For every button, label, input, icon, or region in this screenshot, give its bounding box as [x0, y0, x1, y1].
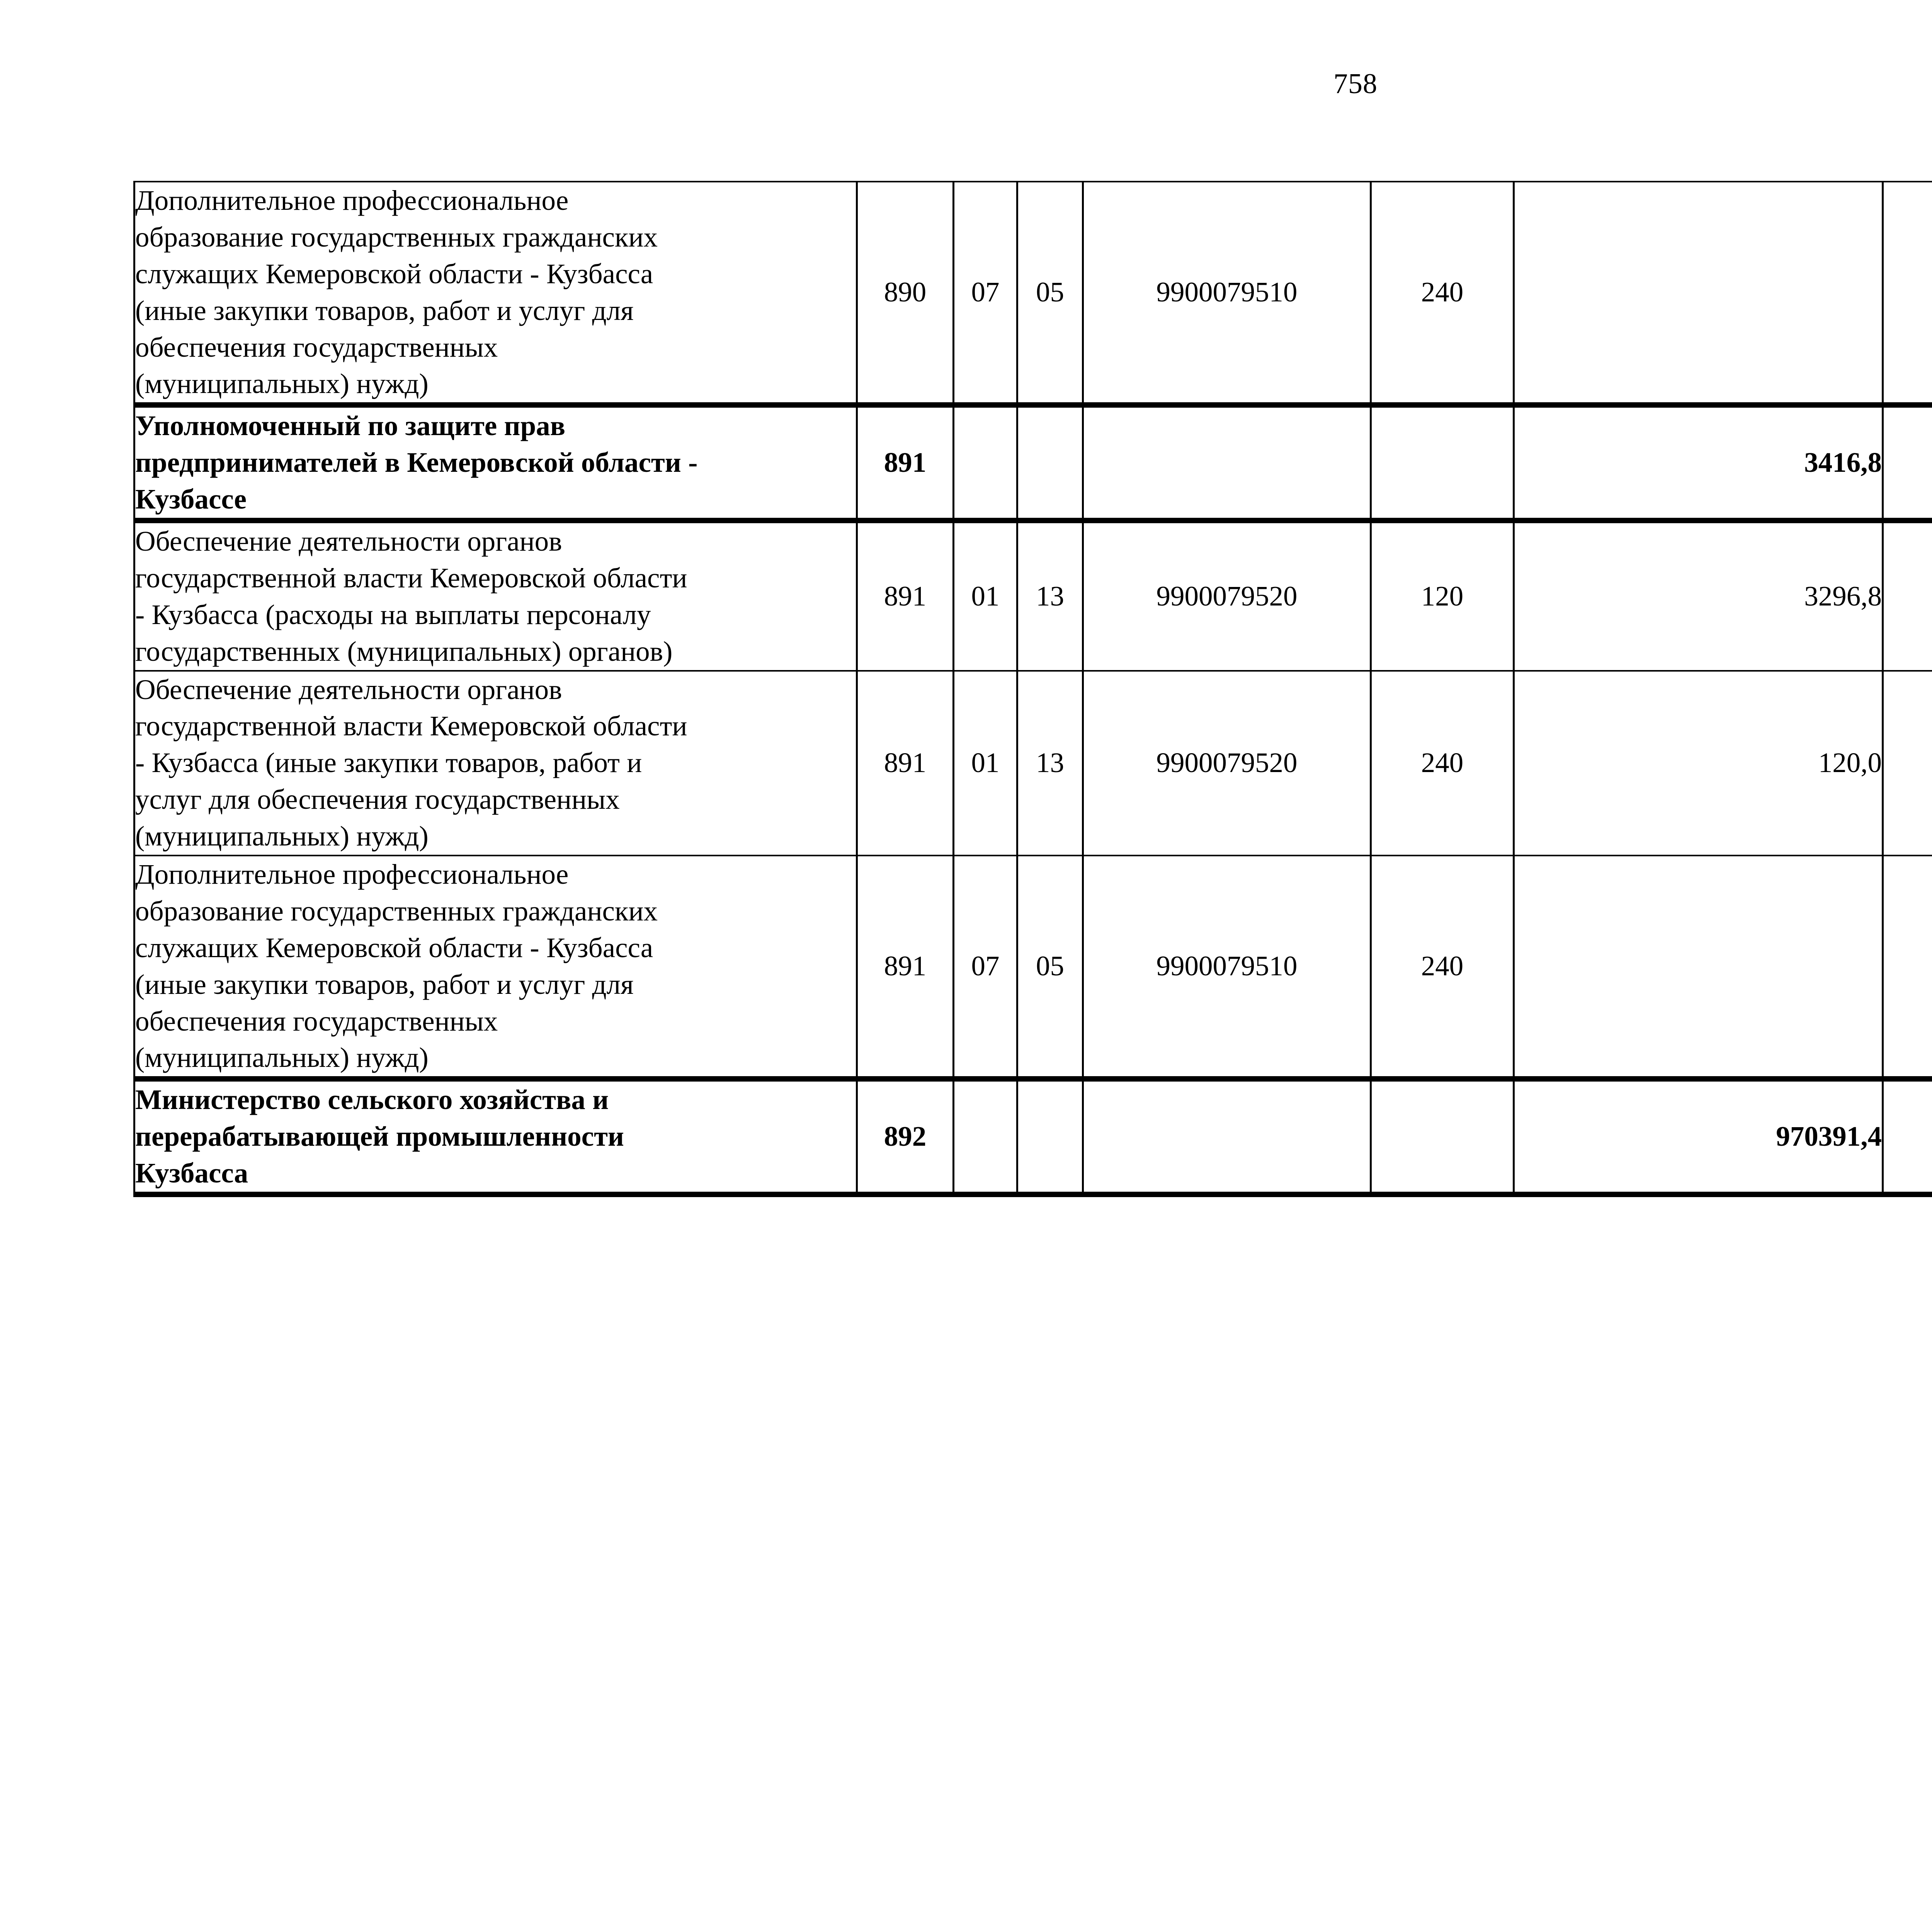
- cell-subsection-text: 13: [1036, 747, 1064, 779]
- budget-table-body: Дополнительное профессиональное образова…: [133, 180, 1932, 1197]
- cell-section-text: 07: [971, 276, 1000, 308]
- table-row: Министерство сельского хозяйства и перер…: [133, 1076, 1932, 1197]
- cell-section-text: 01: [971, 580, 1000, 612]
- cell-name-text: Обеспечение деятельности органов государ…: [135, 674, 687, 852]
- cell-expense-type: [1370, 402, 1515, 522]
- cell-name-text: Дополнительное профессиональное образова…: [135, 859, 658, 1073]
- cell-name-text: Дополнительное профессиональное образова…: [135, 185, 658, 400]
- cell-amount-1: 3296,8: [1513, 518, 1884, 672]
- table-row: Дополнительное профессиональное образова…: [133, 180, 1932, 406]
- cell-code-text: 891: [884, 580, 927, 612]
- cell-code: 890: [856, 180, 954, 406]
- cell-amount-2: 4,0: [1882, 855, 1932, 1080]
- cell-amount-2: 1746603,2: [1882, 1076, 1932, 1197]
- table-row: Обеспечение деятельности органов государ…: [133, 670, 1932, 857]
- cell-section: [952, 402, 1018, 522]
- cell-target-article: 9900079510: [1082, 855, 1372, 1080]
- cell-subsection: 13: [1016, 518, 1084, 672]
- cell-expense-type-text: 120: [1421, 580, 1464, 612]
- cell-amount-1-text: 3416,8: [1804, 447, 1882, 478]
- cell-code-text: 890: [884, 276, 927, 308]
- cell-target-article-text: 9900079520: [1156, 747, 1298, 779]
- cell-amount-1-text: 970391,4: [1776, 1121, 1882, 1152]
- cell-amount-2: 3296,8: [1882, 518, 1932, 672]
- cell-subsection: [1016, 402, 1084, 522]
- cell-expense-type: 120: [1370, 518, 1515, 672]
- cell-name: Уполномоченный по защите прав предприним…: [133, 402, 858, 522]
- cell-amount-2-text: 16,0: [1884, 274, 1932, 311]
- cell-code: 891: [856, 402, 954, 522]
- cell-amount-2: 16,0: [1882, 180, 1932, 406]
- cell-amount-2: 3420,8: [1882, 402, 1932, 522]
- table-row: Дополнительное профессиональное образова…: [133, 855, 1932, 1080]
- cell-name-text: Уполномоченный по защите прав предприним…: [135, 410, 698, 515]
- cell-name: Министерство сельского хозяйства и перер…: [133, 1076, 858, 1197]
- cell-section: 01: [952, 518, 1018, 672]
- budget-table: Дополнительное профессиональное образова…: [133, 180, 1932, 1197]
- cell-code-text: 891: [884, 447, 927, 478]
- cell-target-article: [1082, 402, 1372, 522]
- cell-subsection: 05: [1016, 180, 1084, 406]
- cell-name-text: Обеспечение деятельности органов государ…: [135, 526, 687, 667]
- cell-target-article-text: 9900079510: [1156, 950, 1298, 982]
- cell-amount-2-text: 4,0: [1884, 948, 1932, 985]
- cell-target-article: 9900079520: [1082, 518, 1372, 672]
- cell-section-text: 01: [971, 747, 1000, 779]
- cell-code-text: 892: [884, 1121, 927, 1152]
- cell-subsection: 05: [1016, 855, 1084, 1080]
- cell-section-text: 07: [971, 950, 1000, 982]
- table-row: Уполномоченный по защите прав предприним…: [133, 402, 1932, 522]
- cell-subsection-text: 13: [1036, 580, 1064, 612]
- cell-section: 07: [952, 855, 1018, 1080]
- cell-amount-1: [1513, 855, 1884, 1080]
- cell-expense-type: [1370, 1076, 1515, 1197]
- cell-subsection-text: 05: [1036, 950, 1064, 982]
- cell-code: 891: [856, 855, 954, 1080]
- cell-subsection-text: 05: [1036, 276, 1064, 308]
- cell-name: Обеспечение деятельности органов государ…: [133, 518, 858, 672]
- cell-amount-2-text: 3296,8: [1884, 578, 1932, 615]
- table-row: Обеспечение деятельности органов государ…: [133, 518, 1932, 672]
- cell-name-text: Министерство сельского хозяйства и перер…: [135, 1084, 624, 1189]
- cell-target-article: [1082, 1076, 1372, 1197]
- cell-amount-1: 970391,4: [1513, 1076, 1884, 1197]
- page-number: 758: [1333, 68, 1378, 100]
- cell-expense-type: 240: [1370, 180, 1515, 406]
- cell-amount-1: 3416,8: [1513, 402, 1884, 522]
- cell-subsection: 13: [1016, 670, 1084, 857]
- cell-name: Дополнительное профессиональное образова…: [133, 180, 858, 406]
- cell-section: 07: [952, 180, 1018, 406]
- cell-code-text: 891: [884, 747, 927, 779]
- cell-code: 892: [856, 1076, 954, 1197]
- cell-amount-2-text: 3420,8: [1884, 444, 1932, 481]
- cell-target-article-text: 9900079520: [1156, 580, 1298, 612]
- cell-target-article: 9900079510: [1082, 180, 1372, 406]
- cell-target-article-text: 9900079510: [1156, 276, 1298, 308]
- cell-name: Дополнительное профессиональное образова…: [133, 855, 858, 1080]
- cell-amount-2-text: 1746603,2: [1884, 1118, 1932, 1155]
- cell-expense-type-text: 240: [1421, 747, 1464, 779]
- cell-code-text: 891: [884, 950, 927, 982]
- cell-name: Обеспечение деятельности органов государ…: [133, 670, 858, 857]
- cell-section: [952, 1076, 1018, 1197]
- cell-expense-type-text: 240: [1421, 950, 1464, 982]
- cell-target-article: 9900079520: [1082, 670, 1372, 857]
- cell-expense-type-text: 240: [1421, 276, 1464, 308]
- cell-amount-1-text: 3296,8: [1804, 580, 1882, 612]
- cell-amount-1: [1513, 180, 1884, 406]
- budget-table-container: Дополнительное профессиональное образова…: [133, 180, 1932, 1197]
- cell-section: 01: [952, 670, 1018, 857]
- cell-code: 891: [856, 670, 954, 857]
- cell-subsection: [1016, 1076, 1084, 1197]
- cell-amount-2: 120,0: [1882, 670, 1932, 857]
- cell-amount-2-text: 120,0: [1884, 745, 1932, 781]
- cell-code: 891: [856, 518, 954, 672]
- cell-amount-1: 120,0: [1513, 670, 1884, 857]
- cell-expense-type: 240: [1370, 855, 1515, 1080]
- cell-expense-type: 240: [1370, 670, 1515, 857]
- cell-amount-1-text: 120,0: [1818, 747, 1882, 779]
